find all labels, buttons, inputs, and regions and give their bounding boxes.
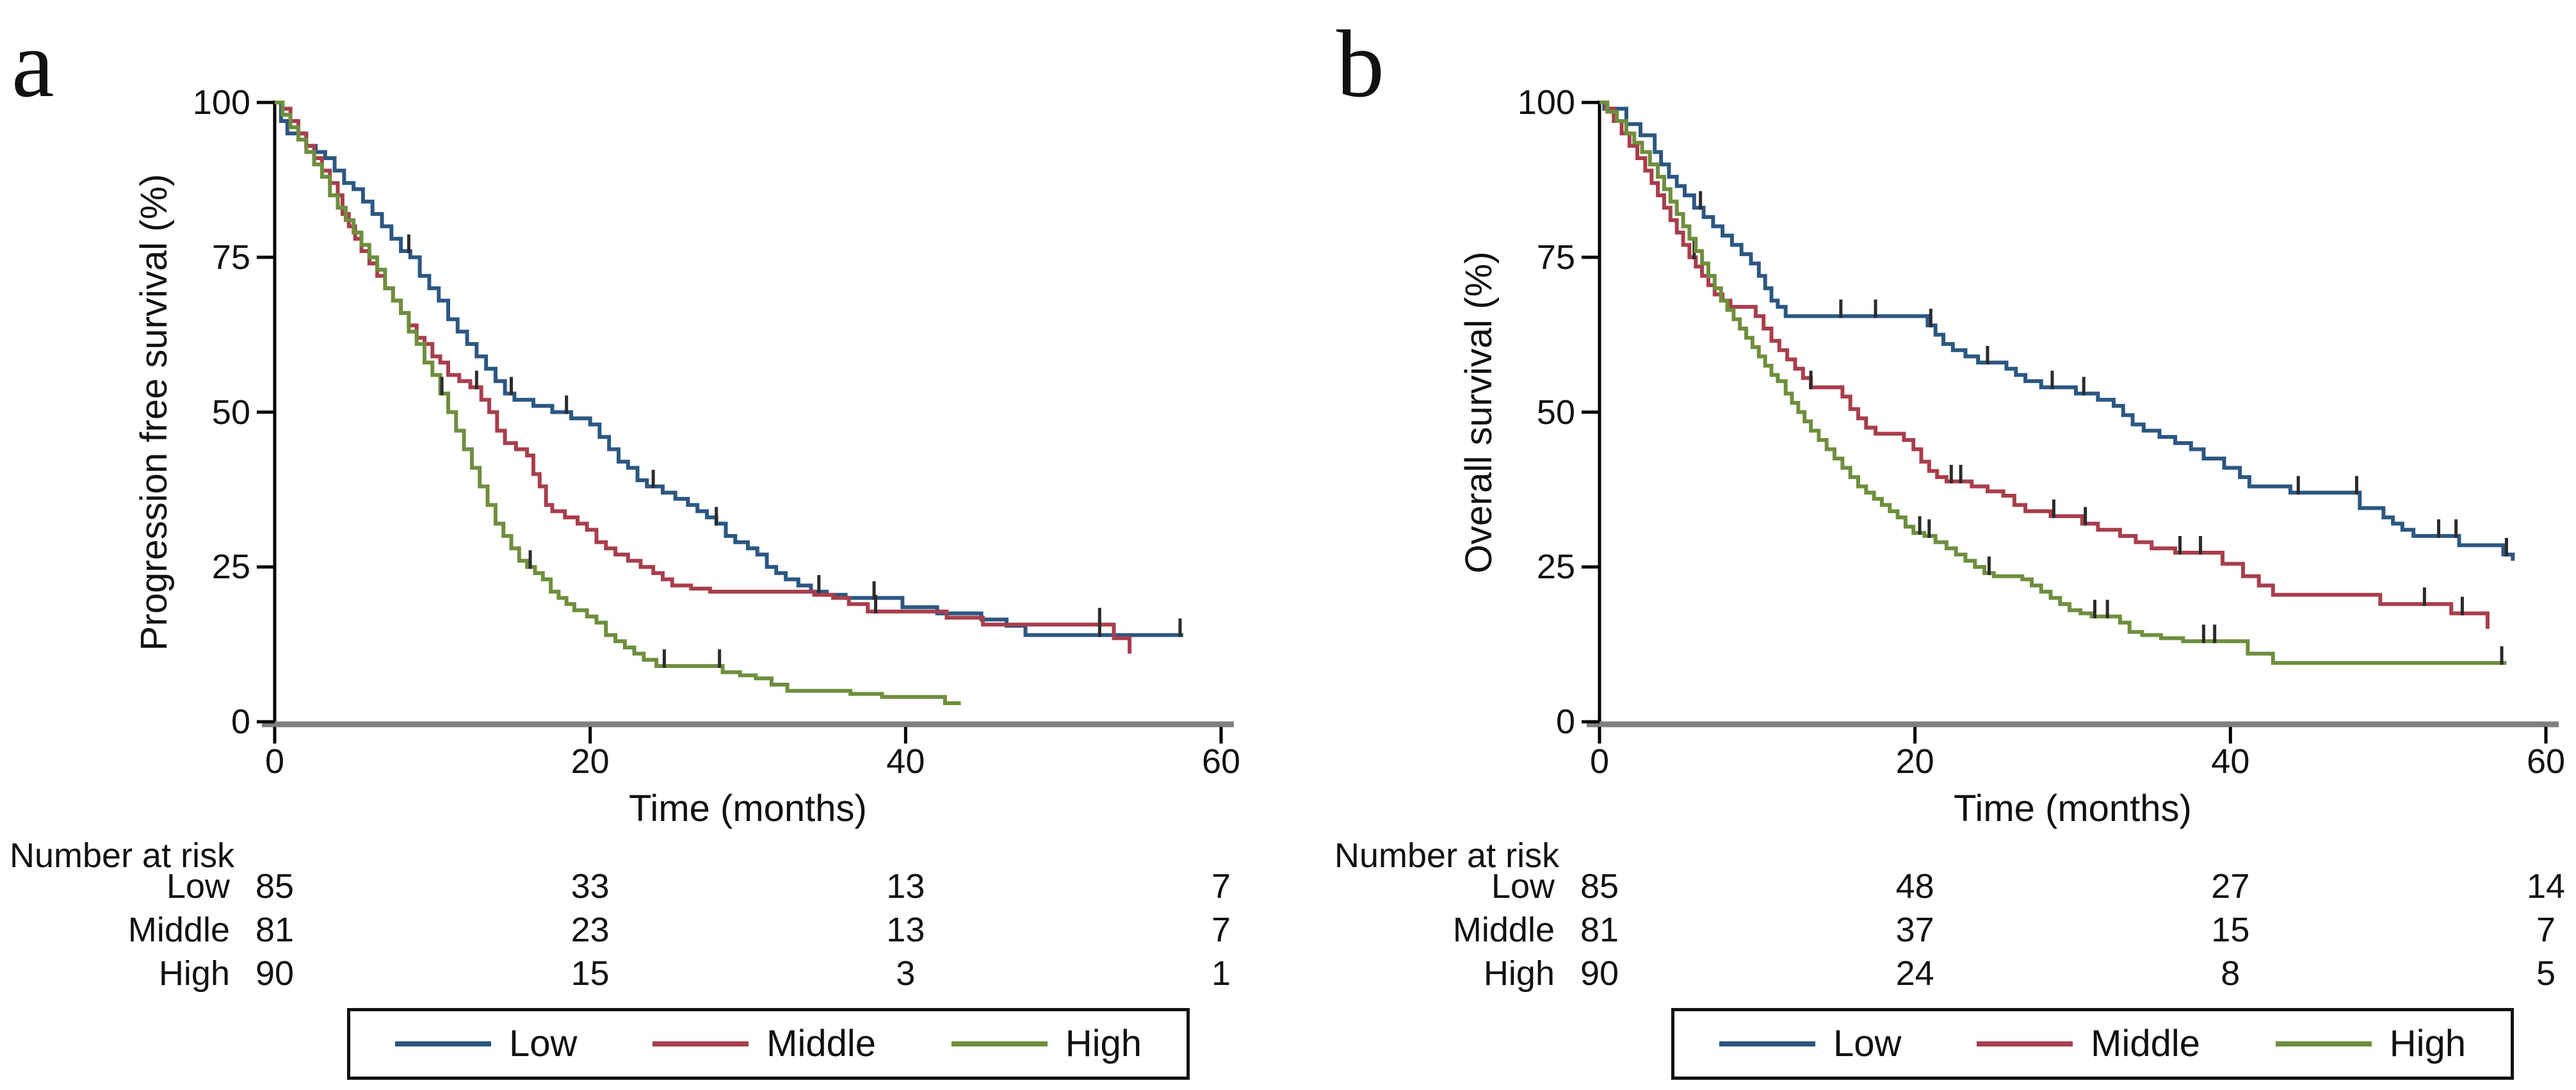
panel-b-letter: b [1336,11,1384,117]
panel-b-y-tick-label-25: 25 [1536,548,1575,587]
panel-b-at-risk-value: 14 [2526,867,2566,906]
panel-b-legend: Low Middle High [1671,1008,2514,1080]
panel-b-legend-item-high: High [2275,1023,2466,1064]
panel-b-legend-line-swatch-high [2275,1041,2372,1046]
panel-a-at-risk-row-label-low: Low [166,867,230,906]
panel-a-y-tick-label-50: 50 [211,393,250,432]
panel-b-x-tick-label-20: 20 [1895,742,1934,781]
panel-a-y-tick-label-0: 0 [231,703,250,741]
panel-b-number-at-risk-title: Number at risk [1334,836,1560,875]
panel-b-curve-low [1600,101,2515,561]
panel-a-legend: Low Middle High [347,1008,1190,1080]
panel-b-at-risk-value: 90 [1580,954,1619,993]
panel-b-y-tick-label-100: 100 [1517,83,1575,122]
panel-b-legend-line-swatch-low [1719,1041,1815,1046]
panel-a-curve-low [275,101,1183,637]
panel-b-y-tick-label-75: 75 [1536,238,1575,277]
panel-a-at-risk-value: 23 [571,911,610,949]
panel-b-legend-item-low: Low [1719,1025,1901,1062]
panel-a-legend-line-swatch-low [395,1041,491,1046]
panel-b-at-risk-value: 48 [1895,867,1934,906]
panel-a-at-risk-value: 33 [571,867,610,906]
panel-a-at-risk-row-label-middle: Middle [127,911,230,949]
panel-a-at-risk-value: 13 [886,911,925,949]
panel-a-x-axis-title: Time (months) [629,788,867,829]
panel-a-at-risk-value: 15 [571,954,610,993]
panel-a-letter: a [12,11,54,117]
panel-b-y-tick-label-50: 50 [1536,393,1575,432]
panel-b-at-risk-row-label-low: Low [1491,867,1555,906]
panel-a-legend-line-swatch-middle [652,1041,749,1046]
panel-a-at-risk-value: 81 [255,911,295,949]
panel-b-at-risk-value: 85 [1580,867,1619,906]
panel-b-legend-item-middle: Middle [1977,1025,2200,1062]
panel-a-legend-label-low: Low [509,1023,578,1064]
panel-a-at-risk-value: 13 [886,867,925,906]
panel-a-x-tick-label-40: 40 [886,742,925,781]
panel-a-curve-middle [275,101,1132,654]
panel-a-legend-label-middle: Middle [766,1023,876,1064]
panel-b-curve-high [1600,101,2507,665]
panel-b-at-risk-value: 15 [2211,911,2250,949]
panel-a-at-risk-value: 90 [255,954,295,993]
panel-b-at-risk-value: 8 [2221,954,2240,993]
panel-a-at-risk-value: 3 [896,954,916,993]
panel-a-y-tick-label-25: 25 [211,548,250,587]
panel-b-at-risk-value: 7 [2536,911,2556,949]
panel-a-y-tick-label-100: 100 [192,83,250,122]
panel-b-at-risk-value: 81 [1580,911,1619,949]
panel-a-legend-item-middle: Middle [652,1025,876,1062]
panel-a-at-risk-value: 7 [1211,911,1231,949]
panel-b-at-risk-value: 37 [1895,911,1934,949]
panel-a-at-risk-value: 85 [255,867,295,906]
panel-b-curve-middle [1600,101,2490,629]
panel-b-legend-label-low: Low [1833,1023,1902,1064]
panel-b-at-risk-value: 24 [1895,954,1934,993]
panel-a-at-risk-value: 1 [1211,954,1231,993]
panel-a-at-risk-row-label-high: High [158,954,230,993]
panel-b-legend-label-high: High [2389,1023,2466,1064]
panel-a-at-risk-value: 7 [1211,867,1231,906]
panel-b-at-risk-value: 27 [2211,867,2250,906]
panel-a-legend-label-high: High [1065,1023,1142,1064]
panel-a-legend-item-high: High [951,1023,1142,1064]
panel-a-legend-line-swatch-high [951,1041,1048,1046]
panel-a-x-tick-label-0: 0 [264,742,285,781]
panel-b-at-risk-row-label-middle: Middle [1452,911,1555,949]
panel-a-curve-high [275,101,961,705]
panel-b-x-axis-title: Time (months) [1954,788,2192,829]
panel-a-legend-item-low: Low [395,1025,577,1062]
panel-a-x-tick-label-60: 60 [1201,742,1241,781]
panel-b-legend-line-swatch-middle [1977,1041,2073,1046]
panel-b-legend-label-middle: Middle [2091,1023,2200,1064]
panel-b-x-tick-label-40: 40 [2211,742,2250,781]
panel-a-y-tick-label-75: 75 [211,238,250,277]
panel-b-y-tick-label-0: 0 [1555,703,1575,741]
panel-b-x-tick-label-0: 0 [1589,742,1610,781]
panel-b-x-tick-label-60: 60 [2526,742,2566,781]
panel-b-at-risk-row-label-high: High [1483,954,1555,993]
panel-a-x-tick-label-20: 20 [571,742,610,781]
panel-b-at-risk-value: 5 [2536,954,2556,993]
panel-a-number-at-risk-title: Number at risk [10,836,235,875]
